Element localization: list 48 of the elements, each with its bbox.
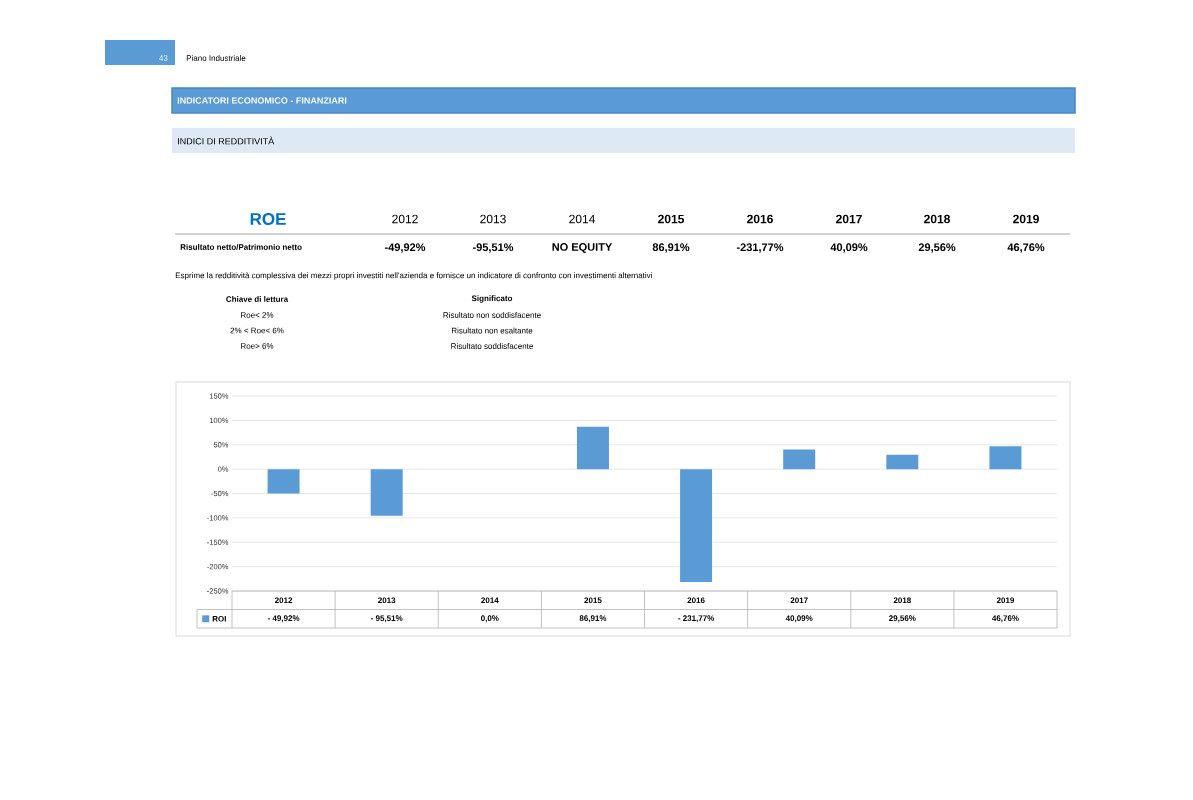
x-tick-label: 2013 (378, 597, 396, 604)
text: -95,51% (472, 243, 514, 253)
text: 43 (159, 55, 168, 61)
category-label: 2017 (836, 214, 862, 224)
category-label: 2019 (1013, 214, 1039, 224)
data-label: 0,0% (481, 615, 499, 623)
text: 86,91% (652, 243, 690, 253)
text: INDICI DI REDDITIVITÀ (178, 136, 275, 145)
text: 29,56% (918, 243, 956, 253)
text: Roe> 6% (241, 343, 274, 349)
text: Esprime la redditività complessiva dei mezzi propri investiti nell'azienda e fornisce un indicatore di confronto con investimenti alternativi (175, 272, 652, 280)
data-label: 86,91% (579, 615, 607, 623)
text: Risultato non esaltante (451, 327, 533, 334)
data-label: 29,56% (889, 615, 916, 623)
text: Piano Industriale (186, 55, 246, 61)
text: 46,76% (1007, 243, 1045, 253)
x-tick-label: 2012 (274, 597, 293, 604)
text: ROE (250, 212, 286, 226)
x-tick-label: 2017 (790, 597, 808, 604)
text: Risultato non soddisfacente (443, 312, 541, 318)
text: Risultato soddisfacente (451, 343, 533, 349)
text: Roe< 2% (241, 312, 274, 318)
x-tick-label: 2014 (481, 597, 499, 604)
data-label: 46,76% (992, 615, 1019, 623)
category-label: 2012 (392, 214, 418, 224)
text: -231,77% (736, 243, 784, 253)
category-label: 2013 (480, 214, 506, 224)
data-label: - 95,51% (371, 615, 403, 623)
x-tick-label: 2019 (996, 597, 1015, 604)
text: -49,92% (384, 243, 426, 253)
legend-label: ROI (212, 615, 226, 622)
data-label: 40,09% (785, 615, 813, 623)
data-label: - 231,77% (678, 615, 715, 623)
text: NO EQUITY (552, 243, 613, 253)
x-tick-label: 2016 (687, 597, 705, 604)
category-label: 2016 (747, 214, 773, 224)
x-tick-label: 2015 (584, 597, 602, 604)
text: Chiave di lettura (226, 296, 289, 302)
text: 40,09% (830, 243, 868, 253)
data-label: - 49,92% (267, 615, 300, 623)
text: Risultato netto/Patrimonio netto (180, 244, 302, 250)
x-tick-label: 2018 (893, 597, 911, 604)
category-label: 2015 (658, 214, 685, 224)
category-label: 2014 (569, 214, 595, 224)
text: 2% < Roe< 6% (230, 327, 284, 334)
category-label: 2018 (924, 214, 950, 224)
text: Significato (471, 295, 513, 303)
text: INDICATORI ECONOMICO - FINANZIARI (177, 97, 347, 104)
